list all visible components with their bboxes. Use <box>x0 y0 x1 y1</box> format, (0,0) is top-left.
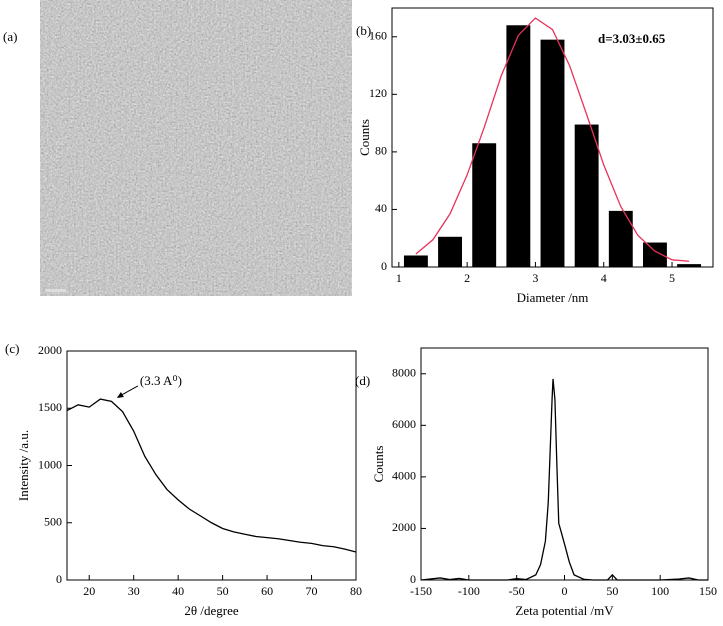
y-tick-label: 500 <box>44 515 62 529</box>
data-line <box>415 17 690 262</box>
x-tick-label: 40 <box>172 584 184 598</box>
y-tick-label: 2000 <box>38 343 62 357</box>
y-axis-label: Counts <box>357 119 372 156</box>
arrow-head <box>116 391 124 398</box>
y-tick-label: 0 <box>56 572 62 586</box>
y-tick-label: 80 <box>375 144 387 158</box>
x-tick-label: 60 <box>261 584 273 598</box>
x-tick-label: 80 <box>350 584 362 598</box>
y-tick-label: 0 <box>410 572 416 586</box>
x-tick-label: -100 <box>458 584 480 598</box>
y-tick-label: 4000 <box>392 469 416 483</box>
bar <box>608 210 633 267</box>
x-tick-label: 3 <box>532 271 538 285</box>
bar <box>540 39 565 268</box>
x-tick-label: 5 <box>669 271 675 285</box>
x-tick-label: -50 <box>509 584 525 598</box>
bar <box>677 264 702 267</box>
tem-micrograph <box>40 0 352 296</box>
x-tick-label: 50 <box>606 584 618 598</box>
bar <box>574 124 599 267</box>
x-tick-label: 100 <box>651 584 669 598</box>
y-tick-label: 120 <box>369 86 387 100</box>
bar <box>472 143 497 267</box>
x-axis-label: Diameter /nm <box>517 290 589 305</box>
bar <box>506 25 531 268</box>
y-tick-label: 6000 <box>392 417 416 431</box>
panel-label: (b) <box>356 23 371 38</box>
x-tick-label: 2 <box>464 271 470 285</box>
plot-frame <box>391 7 714 268</box>
y-tick-label: 40 <box>375 201 387 215</box>
x-tick-label: -150 <box>410 584 432 598</box>
x-tick-label: 4 <box>601 271 607 285</box>
bar <box>438 236 463 267</box>
x-tick-label: 20 <box>83 584 95 598</box>
x-tick-label: 30 <box>128 584 140 598</box>
y-axis-label: Intensity /a.u. <box>16 430 31 501</box>
y-tick-label: 1000 <box>38 457 62 471</box>
y-tick-label: 0 <box>381 259 387 273</box>
annotation: (3.3 A⁰) <box>140 373 182 388</box>
y-axis-label: Counts <box>371 446 386 483</box>
panel-label: (d) <box>355 373 370 388</box>
y-tick-label: 8000 <box>392 366 416 380</box>
plot-frame <box>66 350 357 581</box>
bar <box>642 242 667 267</box>
scale-bar <box>46 289 66 292</box>
x-tick-label: 0 <box>562 584 568 598</box>
x-axis-label: 2θ /degree <box>184 603 238 618</box>
data-line <box>66 398 357 553</box>
x-tick-label: 1 <box>396 271 402 285</box>
y-tick-label: 2000 <box>392 520 416 534</box>
x-tick-label: 70 <box>306 584 318 598</box>
x-axis-label: Zeta potential /mV <box>515 603 614 618</box>
bar <box>403 255 428 267</box>
panel-label: (c) <box>5 341 19 356</box>
x-tick-label: 150 <box>699 584 717 598</box>
x-tick-label: 50 <box>217 584 229 598</box>
y-tick-label: 1500 <box>38 400 62 414</box>
tem-image <box>40 0 352 296</box>
annotation: d=3.03±0.65 <box>598 31 666 46</box>
panel-label: (a) <box>3 29 17 44</box>
y-tick-label: 160 <box>369 29 387 43</box>
data-line <box>420 378 708 581</box>
